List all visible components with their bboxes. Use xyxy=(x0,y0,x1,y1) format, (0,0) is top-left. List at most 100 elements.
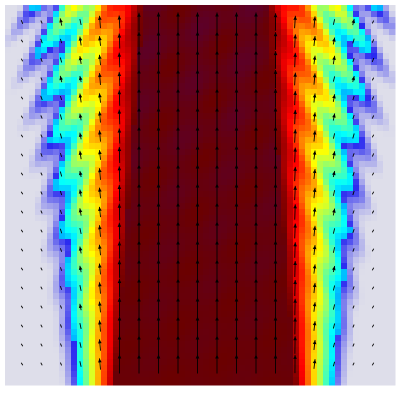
heat-cell xyxy=(173,89,180,96)
heat-cell xyxy=(59,143,66,150)
heat-cell xyxy=(353,167,360,174)
arrow-head xyxy=(137,107,141,112)
heat-cell xyxy=(65,131,72,138)
heat-cell xyxy=(149,209,156,216)
heat-cell xyxy=(119,203,126,210)
heat-cell xyxy=(65,59,72,66)
heat-cell xyxy=(23,269,30,276)
heat-cell xyxy=(221,179,228,186)
heat-cell xyxy=(299,377,306,384)
heat-cell xyxy=(59,77,66,84)
heat-cell xyxy=(293,293,300,300)
heat-cell xyxy=(17,251,24,258)
heat-cell xyxy=(35,263,42,270)
heat-cell xyxy=(167,191,174,198)
heat-cell xyxy=(107,83,114,90)
heat-cell xyxy=(341,257,348,264)
heat-cell xyxy=(131,371,138,378)
arrow-head xyxy=(293,166,297,171)
arrow-head xyxy=(98,263,102,268)
heat-cell xyxy=(125,365,132,372)
heat-cell xyxy=(77,221,84,228)
heat-cell xyxy=(209,77,216,84)
heat-cell xyxy=(53,71,60,78)
heat-cell xyxy=(239,377,246,384)
heat-cell xyxy=(185,29,192,36)
heat-cell xyxy=(149,107,156,114)
heat-cell xyxy=(131,113,138,120)
heat-cell xyxy=(263,311,270,318)
heat-cell xyxy=(41,143,48,150)
heat-cell xyxy=(227,173,234,180)
heat-cell xyxy=(383,323,390,330)
heat-cell xyxy=(137,329,144,336)
heat-cell xyxy=(227,191,234,198)
heat-cell xyxy=(53,311,60,318)
heat-cell xyxy=(317,35,324,42)
heat-cell xyxy=(29,197,36,204)
heat-cell xyxy=(383,65,390,72)
heat-cell xyxy=(257,113,264,120)
heat-cell xyxy=(143,269,150,276)
heat-cell xyxy=(143,29,150,36)
heat-cell xyxy=(173,185,180,192)
heat-cell xyxy=(209,245,216,252)
heat-cell xyxy=(23,209,30,216)
heat-cell xyxy=(41,263,48,270)
heat-cell xyxy=(305,59,312,66)
heat-cell xyxy=(359,155,366,162)
heat-cell xyxy=(113,359,120,366)
heat-cell xyxy=(341,173,348,180)
heat-cell xyxy=(95,137,102,144)
heat-cell xyxy=(281,11,288,18)
heat-cell xyxy=(17,233,24,240)
heat-cell xyxy=(311,89,318,96)
heat-cell xyxy=(359,233,366,240)
heat-cell xyxy=(359,143,366,150)
heat-cell xyxy=(95,23,102,30)
arrow-head xyxy=(332,55,336,61)
heat-cell xyxy=(257,185,264,192)
arrow-head xyxy=(156,316,161,321)
arrow-head xyxy=(293,242,297,247)
heat-cell xyxy=(371,269,378,276)
heat-cell xyxy=(65,281,72,288)
heat-cell xyxy=(17,281,24,288)
heat-cell xyxy=(287,215,294,222)
heat-cell xyxy=(59,125,66,132)
heat-cell xyxy=(173,59,180,66)
heat-cell xyxy=(179,23,186,30)
heat-cell xyxy=(299,209,306,216)
heat-cell xyxy=(221,65,228,72)
heat-cell xyxy=(5,179,12,186)
arrow-shaft xyxy=(371,96,375,100)
heat-cell xyxy=(239,149,246,156)
heat-cell xyxy=(137,191,144,198)
heat-cell xyxy=(65,197,72,204)
heat-cell xyxy=(125,377,132,384)
heat-cell xyxy=(125,41,132,48)
heat-cell xyxy=(269,5,276,12)
heat-cell xyxy=(41,269,48,276)
heat-cell xyxy=(299,59,306,66)
heat-cell xyxy=(371,311,378,318)
heat-cell xyxy=(107,293,114,300)
arrow-shaft xyxy=(40,343,43,347)
arrow-shaft xyxy=(332,247,336,253)
heat-cell xyxy=(209,383,216,386)
arrow-head xyxy=(254,50,258,55)
heat-cell xyxy=(227,17,234,24)
heat-cell xyxy=(179,149,186,156)
heat-cell xyxy=(359,131,366,138)
heat-cell xyxy=(209,5,216,12)
heat-cell xyxy=(131,29,138,36)
heat-cell xyxy=(119,83,126,90)
heat-cell xyxy=(167,299,174,306)
heat-cell xyxy=(293,359,300,366)
heat-cell xyxy=(83,17,90,24)
heat-cell xyxy=(245,317,252,324)
heat-cell xyxy=(95,47,102,54)
heat-cell xyxy=(281,179,288,186)
heat-cell xyxy=(215,17,222,24)
heat-cell xyxy=(191,137,198,144)
